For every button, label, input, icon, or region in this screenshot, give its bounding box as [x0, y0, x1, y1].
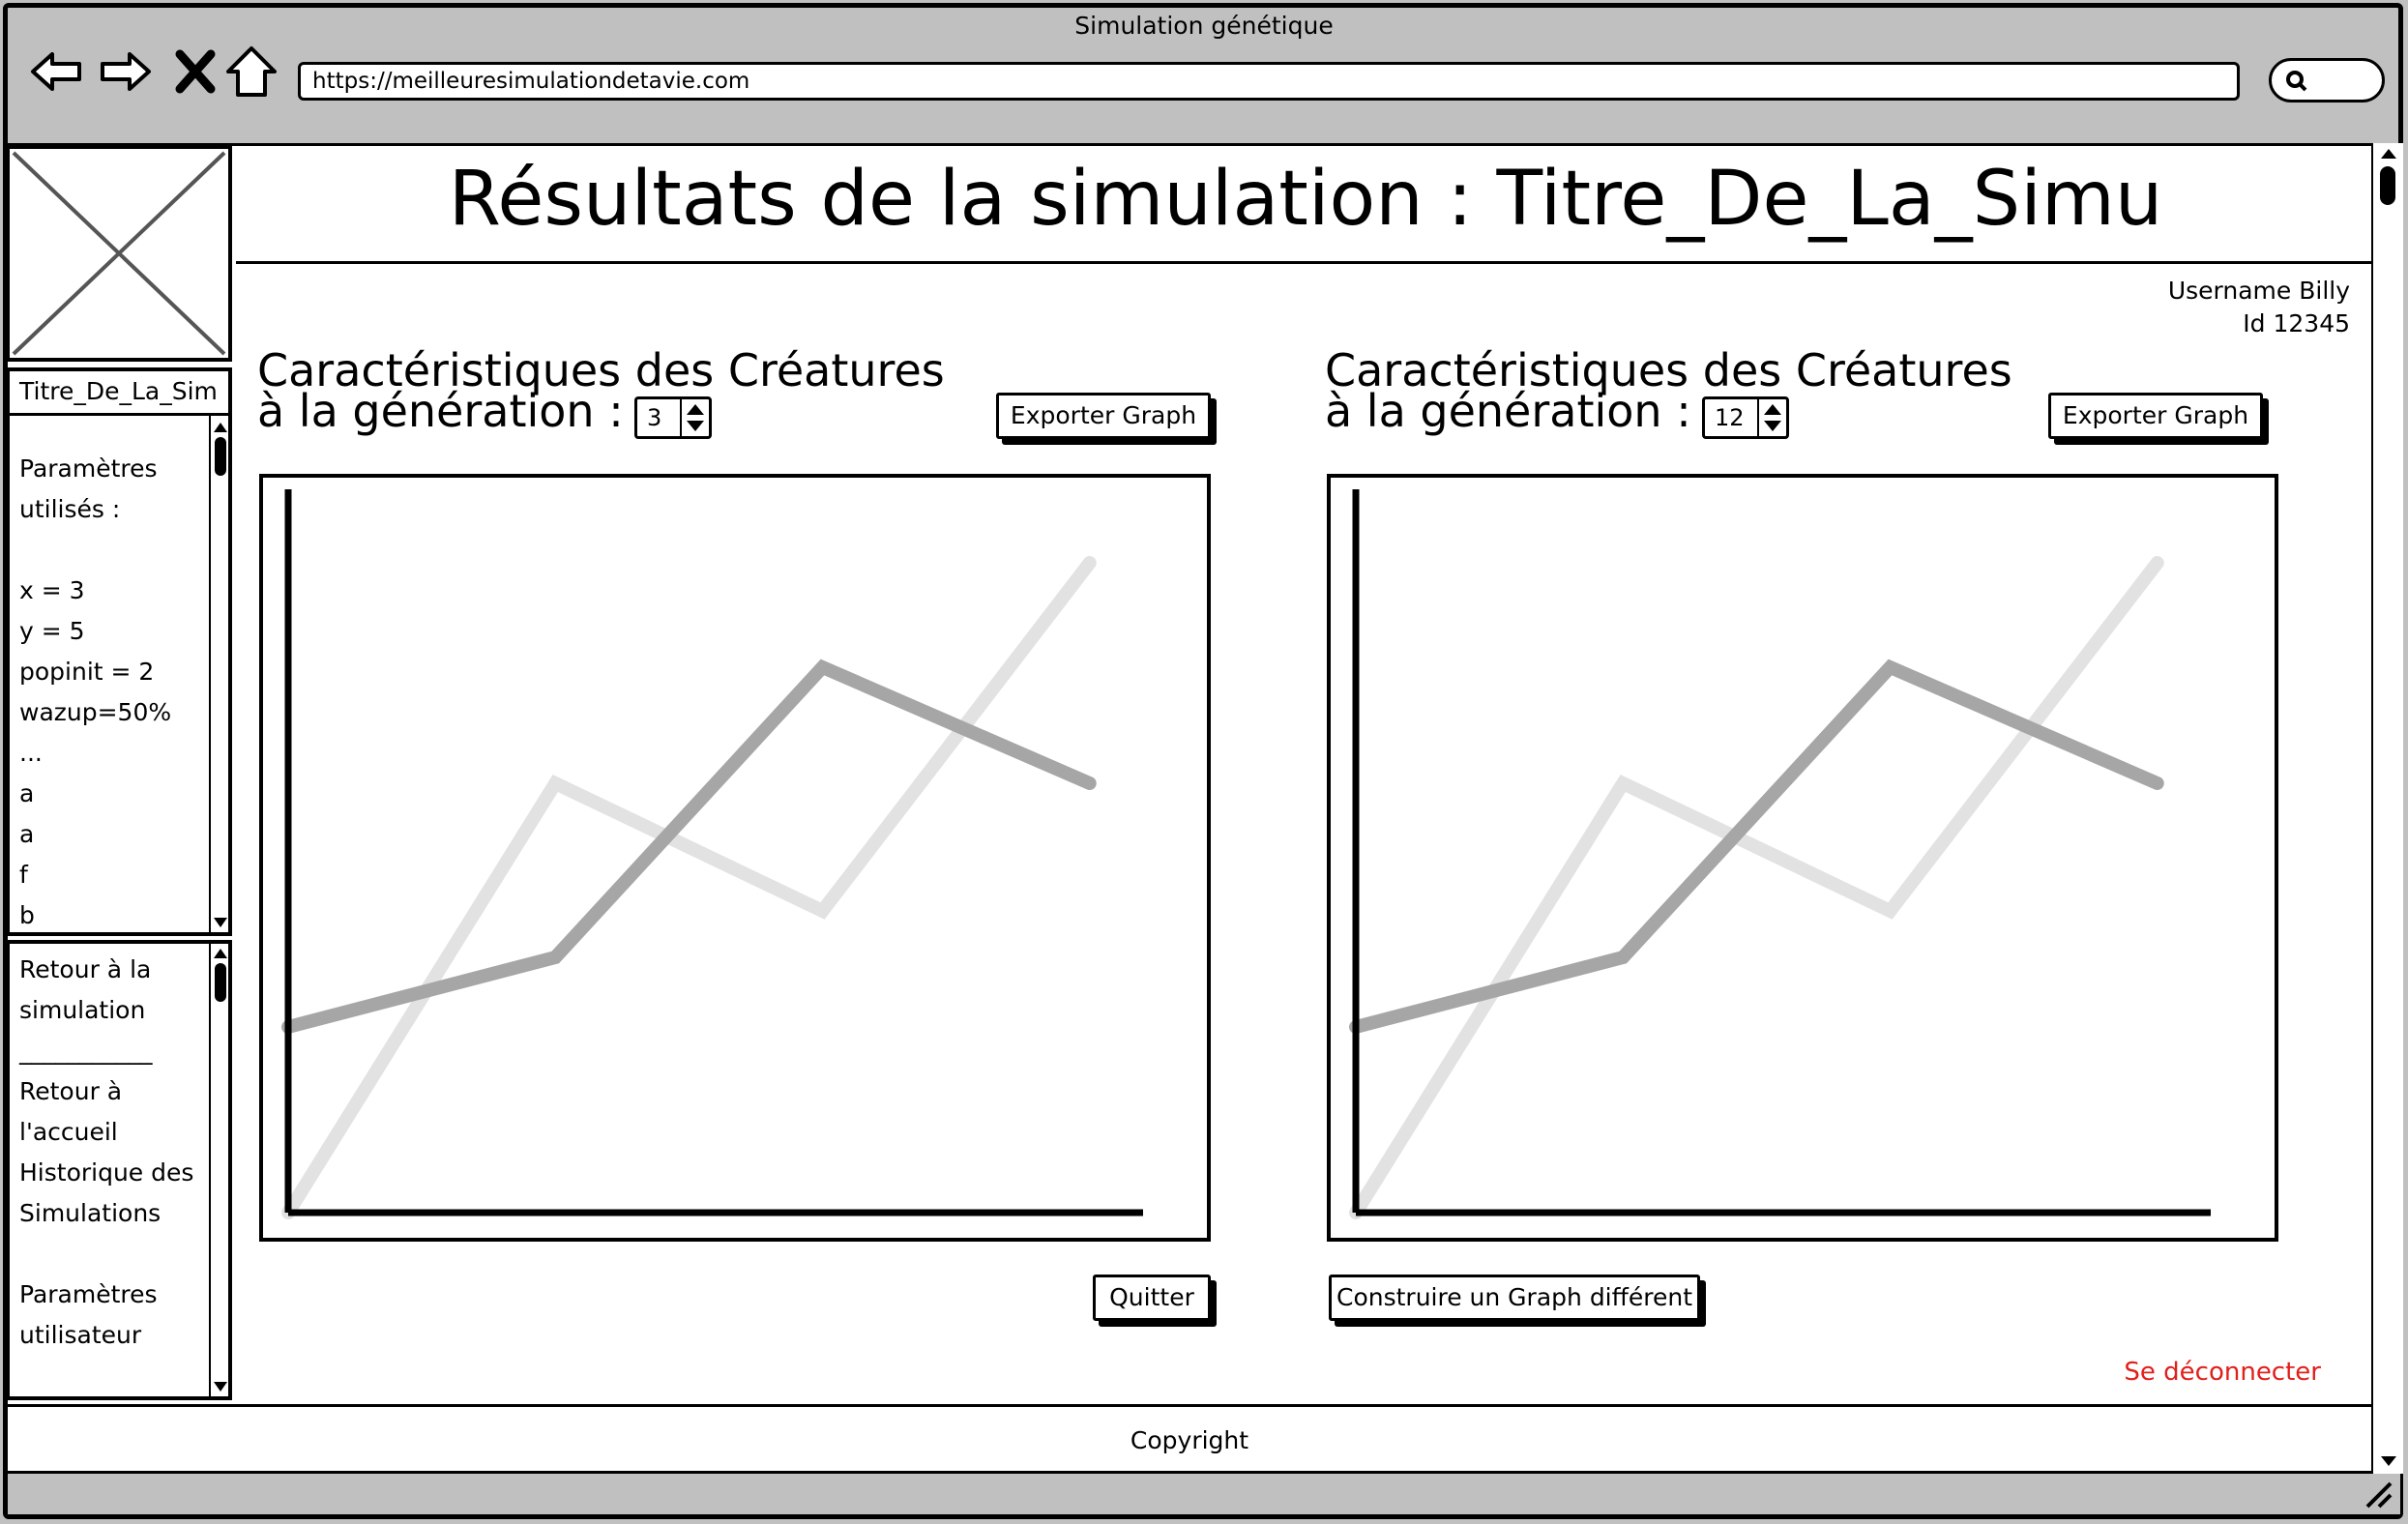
- close-x-icon[interactable]: [166, 43, 224, 101]
- chart-2-series-1-line: [1349, 659, 2164, 1034]
- user-info: Username Billy Id 12345: [2031, 275, 2350, 340]
- chart-2-heading-line2: à la génération :: [1325, 385, 1691, 437]
- chart-1-series-1-line: [281, 659, 1097, 1034]
- nav-item-user-settings[interactable]: Paramètres utilisateur: [19, 1280, 158, 1349]
- chart-2-heading-line1: Caractéristiques des Créatures: [1325, 344, 2012, 396]
- resize-grip-icon[interactable]: [2364, 1480, 2394, 1509]
- chart-2-export-button[interactable]: Exporter Graph: [2048, 393, 2263, 439]
- parameters-panel: Paramètres utilisés : x = 3 y = 5 popini…: [6, 416, 232, 936]
- logo-placeholder: [6, 145, 232, 362]
- scrollbar-thumb[interactable]: [2380, 166, 2395, 205]
- chart-1-export-button[interactable]: Exporter Graph: [996, 393, 1211, 439]
- url-bar[interactable]: https://meilleuresimulationdetavie.com: [298, 62, 2240, 101]
- chart-1-heading-line1: Caractéristiques des Créatures: [257, 344, 945, 396]
- chart-1-generation-value: 3: [647, 404, 662, 431]
- nav-scrollbar[interactable]: [209, 944, 228, 1396]
- parameters-scrollbar[interactable]: [209, 416, 228, 932]
- chart-1-frame: [259, 474, 1211, 1242]
- copyright-text: Copyright: [1130, 1426, 1249, 1454]
- chart-1-heading-line2: à la génération :: [257, 385, 624, 437]
- chart-2-generation-stepper[interactable]: 12: [1702, 396, 1789, 439]
- nav-item-back-to-simulation[interactable]: Retour à la simulation: [19, 955, 152, 1024]
- quit-button[interactable]: Quitter: [1093, 1275, 1211, 1321]
- status-bar: [8, 1474, 2400, 1514]
- image-placeholder-icon: [12, 151, 226, 356]
- nav-scroll-thumb[interactable]: [215, 963, 226, 1002]
- chart-2-frame: [1327, 474, 2278, 1242]
- stepper-arrows-icon[interactable]: [1757, 399, 1786, 436]
- nav-divider: ___________: [19, 1037, 153, 1065]
- parameters-scroll-thumb[interactable]: [215, 437, 226, 476]
- home-icon[interactable]: [222, 43, 280, 101]
- username-label: Username Billy: [2167, 277, 2350, 305]
- scroll-down-arrow-icon[interactable]: [213, 1381, 228, 1392]
- logout-link[interactable]: Se déconnecter: [2124, 1358, 2321, 1387]
- page-title: Résultats de la simulation : Titre_De_La…: [448, 156, 2163, 243]
- chart-1-heading: Caractéristiques des Créatures à la géné…: [257, 344, 945, 437]
- build-different-graph-button[interactable]: Construire un Graph différent: [1329, 1275, 1700, 1321]
- scroll-up-arrow-icon[interactable]: [213, 948, 228, 959]
- chart-2-plot: [1349, 489, 2211, 1219]
- stepper-arrows-icon[interactable]: [680, 399, 709, 436]
- chart-1-plot: [281, 489, 1143, 1219]
- scroll-up-arrow-icon[interactable]: [213, 422, 228, 433]
- footer: Copyright: [8, 1404, 2371, 1474]
- header-divider: [236, 261, 2371, 264]
- user-id-label: Id 12345: [2243, 309, 2350, 337]
- chart-1-generation-stepper[interactable]: 3: [634, 396, 712, 439]
- back-arrow-icon[interactable]: [27, 43, 85, 101]
- scroll-down-arrow-icon[interactable]: [2379, 1454, 2398, 1468]
- chart-2-heading: Caractéristiques des Créatures à la géné…: [1325, 344, 2012, 437]
- sidebar-nav: Retour à la simulation ___________ Retou…: [6, 940, 232, 1400]
- sidebar-sim-title[interactable]: Titre_De_La_Sim: [6, 367, 232, 416]
- chart-2-series-2-line: [1349, 556, 2164, 1219]
- search-field[interactable]: [2269, 58, 2385, 103]
- nav-item-history[interactable]: Historique des Simulations: [19, 1158, 194, 1227]
- search-icon: [2286, 71, 2307, 92]
- window-title: Simulation génétique: [1074, 12, 1334, 40]
- chart-2-generation-value: 12: [1715, 404, 1745, 431]
- page-scrollbar[interactable]: [2371, 143, 2403, 1474]
- nav-item-back-home[interactable]: Retour à l'accueil: [19, 1077, 123, 1146]
- scroll-up-arrow-icon[interactable]: [2379, 147, 2398, 161]
- forward-arrow-icon[interactable]: [97, 43, 155, 101]
- scroll-down-arrow-icon[interactable]: [213, 917, 228, 928]
- chart-1-series-2-line: [281, 556, 1097, 1219]
- parameters-text: Paramètres utilisés : x = 3 y = 5 popini…: [19, 454, 172, 929]
